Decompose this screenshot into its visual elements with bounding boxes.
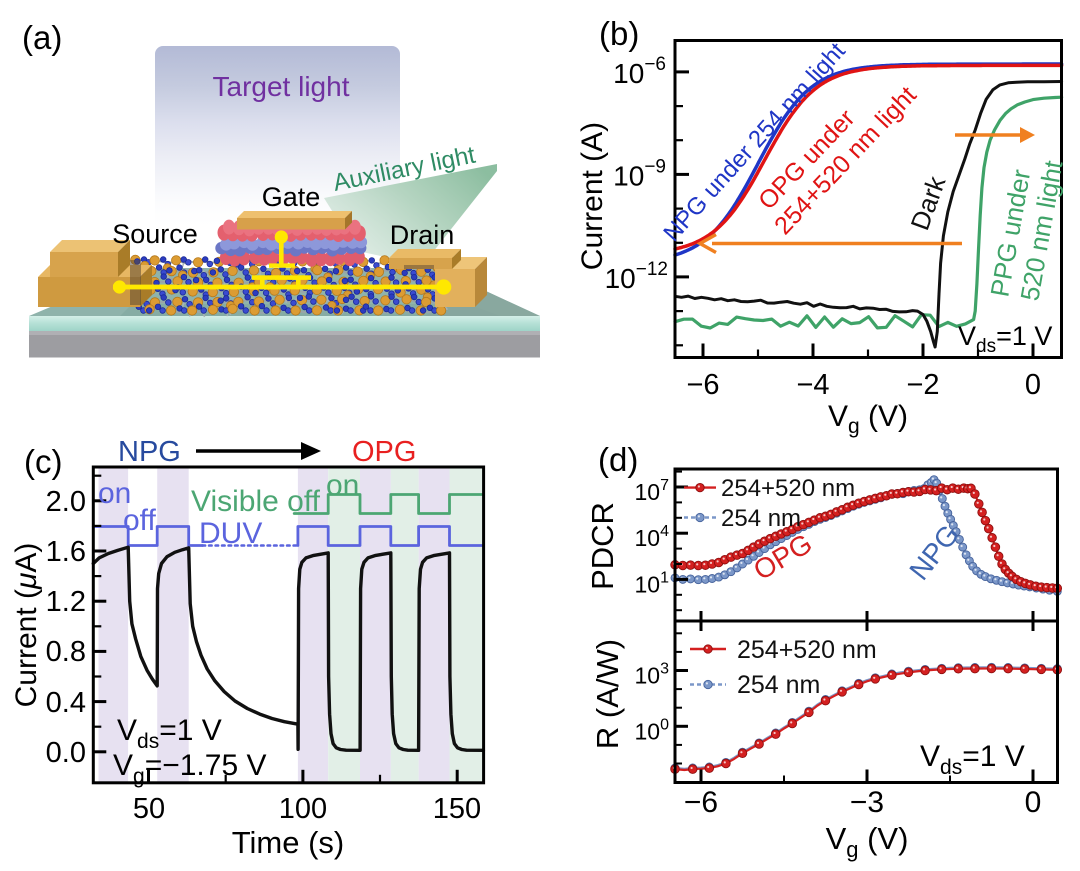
svg-text:0: 0: [1025, 369, 1041, 401]
svg-text:Visible off: Visible off: [191, 485, 321, 518]
svg-text:100: 100: [279, 793, 327, 825]
svg-text:50: 50: [133, 793, 165, 825]
svg-text:DUV: DUV: [199, 517, 262, 550]
svg-text:Source: Source: [112, 219, 198, 249]
svg-text:254 nm: 254 nm: [721, 505, 801, 532]
svg-text:OPG: OPG: [352, 436, 416, 468]
svg-text:NPG: NPG: [118, 436, 181, 468]
svg-text:0: 0: [1025, 786, 1042, 819]
svg-text:−2: −2: [906, 369, 939, 401]
svg-text:Time (s): Time (s): [232, 825, 345, 860]
svg-text:2.0: 2.0: [46, 486, 86, 518]
svg-text:Current (μA): Current (μA): [10, 543, 43, 708]
svg-text:−6: −6: [686, 369, 719, 401]
svg-text:1.2: 1.2: [46, 586, 86, 618]
svg-text:Drain: Drain: [390, 220, 455, 250]
svg-text:0.0: 0.0: [46, 737, 86, 769]
svg-text:Vds=1 V: Vds=1 V: [117, 714, 222, 753]
svg-text:on: on: [98, 477, 131, 510]
svg-text:254+520 nm: 254+520 nm: [737, 636, 877, 664]
svg-text:off: off: [123, 504, 156, 537]
svg-text:10−9: 10−9: [613, 156, 666, 191]
svg-text:0.8: 0.8: [46, 636, 86, 668]
svg-text:(c): (c): [24, 443, 62, 480]
svg-text:254+520 nm: 254+520 nm: [721, 475, 855, 502]
svg-text:Vds=1 V: Vds=1 V: [920, 740, 1025, 779]
svg-text:R (A/W): R (A/W): [590, 639, 625, 749]
svg-text:Vg (V): Vg (V): [826, 821, 909, 862]
svg-text:−4: −4: [796, 369, 829, 401]
svg-text:(d): (d): [598, 441, 638, 478]
svg-text:−6: −6: [684, 786, 718, 819]
svg-text:Gate: Gate: [262, 182, 321, 212]
svg-text:150: 150: [433, 793, 481, 825]
svg-text:(a): (a): [22, 19, 62, 56]
svg-text:104: 104: [635, 523, 670, 551]
svg-text:−3: −3: [850, 786, 884, 819]
svg-text:Target light: Target light: [213, 71, 350, 102]
svg-text:on: on: [326, 469, 359, 502]
svg-text:PDCR: PDCR: [585, 502, 620, 590]
svg-text:(b): (b): [599, 15, 639, 52]
svg-text:0.4: 0.4: [46, 687, 86, 719]
svg-text:1.6: 1.6: [46, 536, 86, 568]
svg-text:101: 101: [635, 569, 670, 597]
svg-text:Vg (V): Vg (V): [828, 400, 908, 438]
svg-text:Current (A): Current (A): [576, 122, 609, 270]
svg-text:254 nm: 254 nm: [737, 671, 820, 699]
